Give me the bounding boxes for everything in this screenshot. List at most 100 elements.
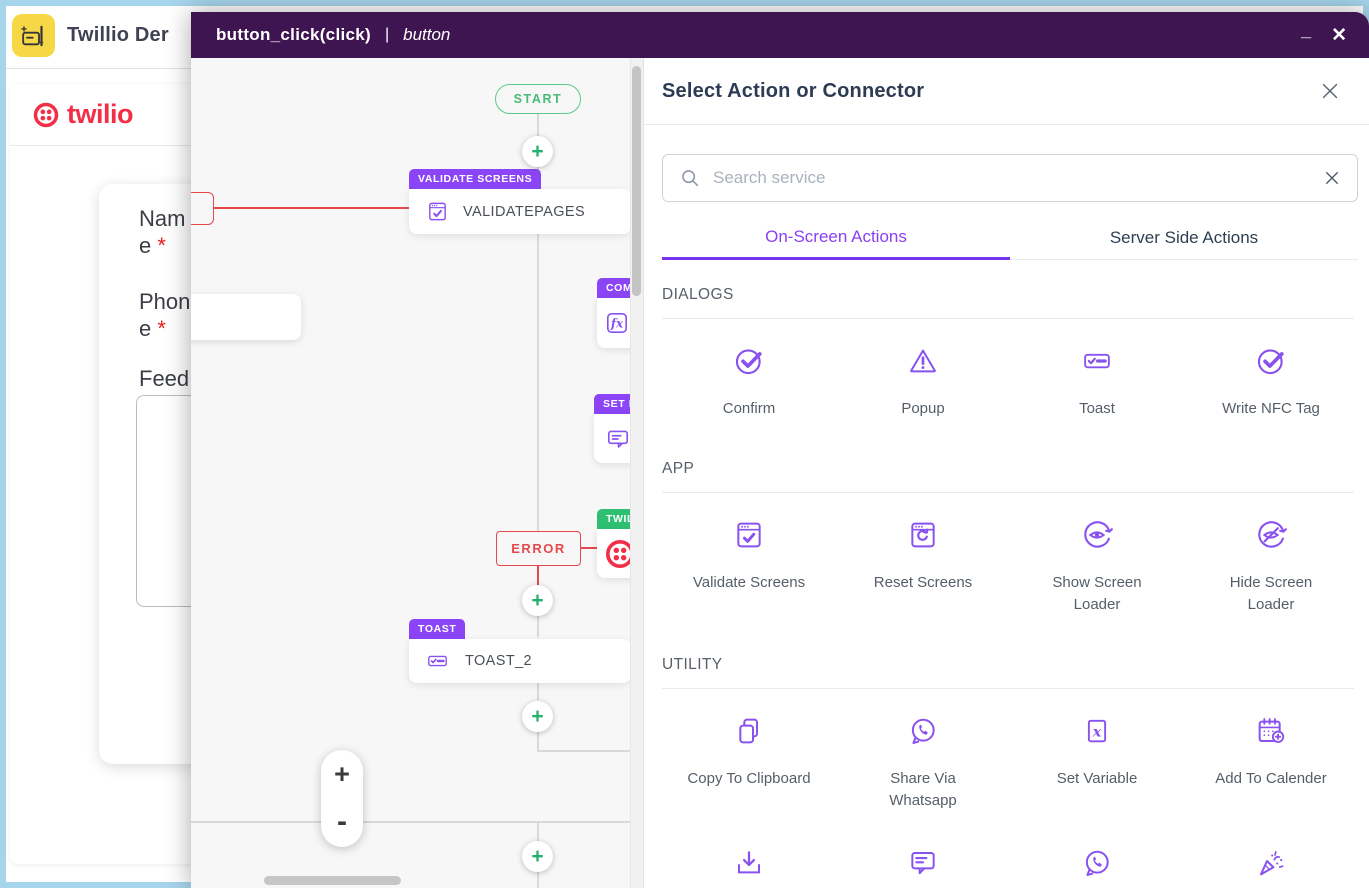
- modal-subtitle: button: [403, 25, 451, 44]
- action-item-hide-screen-loader[interactable]: Hide Screen Loader: [1184, 518, 1358, 616]
- action-item-reset-screens[interactable]: Reset Screens: [836, 518, 1010, 616]
- search-input[interactable]: [713, 168, 1311, 188]
- app-frame: Twillio Der twilio Name * Phone * Feed b…: [6, 6, 1369, 888]
- action-label: Copy To Clipboard: [687, 770, 811, 787]
- required-star: *: [157, 233, 166, 258]
- action-label: Validate Screens: [692, 574, 806, 591]
- validate-screens-icon: [737, 522, 761, 548]
- section-divider: [662, 688, 1354, 689]
- minimize-icon[interactable]: _: [1301, 20, 1312, 40]
- add-step-button[interactable]: +: [522, 841, 553, 872]
- add-step-button[interactable]: +: [522, 585, 553, 616]
- function-fx-icon: fx: [606, 312, 628, 334]
- start-node[interactable]: START: [495, 84, 581, 114]
- modal-header: button_click(click) | button _ ✕: [191, 12, 1369, 58]
- section-divider: [662, 318, 1354, 319]
- twilio-brand-text: twilio: [67, 99, 134, 129]
- flow-canvas[interactable]: START + + + + VALIDATE SCREENS VALIDATEP…: [191, 58, 643, 888]
- horizontal-scrollbar-thumb[interactable]: [264, 876, 401, 885]
- action-item-copy-to-clipboard[interactable]: Copy To Clipboard: [662, 714, 836, 812]
- connector-line: [537, 732, 539, 751]
- node-toast-2[interactable]: TOAST_2: [409, 639, 631, 683]
- section-title: APP: [662, 460, 695, 477]
- action-label: Toast: [1079, 400, 1115, 417]
- set-variable-icon: x: [1087, 719, 1107, 743]
- clear-search-icon[interactable]: [1323, 169, 1341, 187]
- action-item-set-variable[interactable]: x Set Variable: [1010, 714, 1184, 812]
- connector-line: [537, 681, 539, 700]
- tab-on-screen-actions[interactable]: On-Screen Actions: [662, 216, 1010, 260]
- action-label: Popup: [901, 400, 945, 417]
- add-step-button[interactable]: +: [522, 136, 553, 167]
- write-nfc-tag-icon: [1257, 349, 1284, 375]
- modal-title-separator: |: [384, 26, 390, 43]
- close-panel-icon[interactable]: [1319, 80, 1341, 102]
- whatsapp-icon: [1085, 850, 1109, 876]
- action-item-whatsapp[interactable]: [1010, 846, 1184, 888]
- action-label: Show Screen Loader: [1052, 574, 1142, 613]
- action-item-validate-screens[interactable]: Validate Screens: [662, 518, 836, 616]
- connector-line: [537, 616, 539, 637]
- add-step-button[interactable]: +: [522, 701, 553, 732]
- action-label: Confirm: [722, 400, 776, 417]
- action-item-confirm[interactable]: Confirm: [662, 344, 836, 420]
- show-screen-loader-icon: [1084, 521, 1113, 548]
- node-validatepages[interactable]: VALIDATEPAGES: [409, 189, 631, 234]
- search-icon: [682, 170, 699, 187]
- party-popper-icon: [1260, 851, 1284, 876]
- toast-icon: [428, 655, 447, 667]
- hide-screen-loader-icon: [1258, 521, 1287, 548]
- error-connector-line: [537, 566, 539, 600]
- action-item-toast[interactable]: Toast: [1010, 344, 1184, 420]
- action-item-celebrate[interactable]: [1184, 846, 1358, 888]
- required-star: *: [157, 316, 166, 341]
- panel-tabs: On-Screen Actions Server Side Actions: [662, 216, 1358, 260]
- action-item-add-to-calender[interactable]: Add To Calender: [1184, 714, 1358, 812]
- node-label: TOAST_2: [465, 653, 533, 669]
- action-item-send-message[interactable]: [836, 846, 1010, 888]
- add-to-calender-icon: [1258, 718, 1285, 743]
- action-item-write-nfc-tag[interactable]: Write NFC Tag: [1184, 344, 1358, 420]
- action-item-popup[interactable]: Popup: [836, 344, 1010, 420]
- toast-icon: [1084, 353, 1110, 369]
- section-utility: UTILITY Copy To Clipboard: [662, 656, 1358, 812]
- connector-line: [537, 750, 643, 752]
- event-editor-modal: button_click(click) | button _ ✕ START: [191, 12, 1369, 888]
- zoom-in-button[interactable]: +: [334, 759, 350, 789]
- copy-to-clipboard-icon: [739, 718, 758, 744]
- node-label: VALIDATEPAGES: [463, 203, 586, 220]
- error-connector-line: [214, 207, 409, 209]
- message-icon: [607, 430, 629, 448]
- action-label: Share Via Whatsapp: [889, 770, 957, 809]
- section-divider: [662, 492, 1354, 493]
- field-label-phone: Phone *: [139, 289, 191, 341]
- action-item-show-screen-loader[interactable]: Show Screen Loader: [1010, 518, 1184, 616]
- tab-server-side-actions[interactable]: Server Side Actions: [1109, 228, 1259, 247]
- connector-line: [191, 821, 631, 823]
- twilio-logo-icon: [33, 102, 59, 127]
- zoom-out-button[interactable]: -: [337, 805, 347, 838]
- modal-title: button_click(click): [216, 25, 371, 44]
- vertical-scrollbar-thumb[interactable]: [632, 66, 641, 296]
- connector-line: [537, 114, 539, 531]
- download-icon: [738, 851, 760, 874]
- action-item-share-via-whatsapp[interactable]: Share Via Whatsapp: [836, 714, 1010, 812]
- partial-error-node[interactable]: [191, 192, 214, 225]
- close-modal-icon[interactable]: ✕: [1331, 24, 1347, 46]
- panel-title: Select Action or Connector: [662, 79, 925, 102]
- validate-screens-icon: [429, 202, 446, 221]
- partial-node[interactable]: [191, 294, 301, 340]
- node-error[interactable]: ERROR: [496, 531, 581, 566]
- error-connector-line: [581, 547, 597, 549]
- action-item-download[interactable]: [662, 846, 836, 888]
- action-label: Set Variable: [1056, 770, 1138, 787]
- node-badge-toast: TOAST: [409, 619, 466, 639]
- whatsapp-icon: [911, 718, 935, 744]
- field-label-name: Name *: [139, 206, 186, 258]
- search-box: [662, 154, 1358, 202]
- sms-message-icon: [911, 852, 935, 875]
- reset-screens-icon: [911, 522, 935, 548]
- canvas-zoom-controls: + -: [321, 750, 363, 847]
- action-label: Add To Calender: [1215, 770, 1327, 787]
